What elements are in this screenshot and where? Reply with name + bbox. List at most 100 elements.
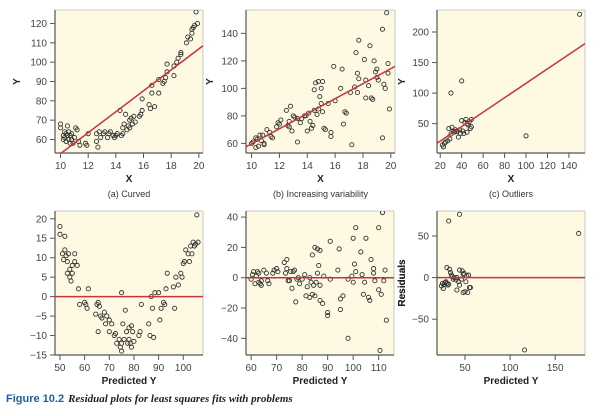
data-point [275, 269, 281, 275]
data-point [354, 89, 360, 96]
data-point [312, 293, 318, 299]
y-tick-label: −5 [36, 312, 48, 323]
data-point [131, 113, 137, 119]
x-tick-label: 70 [271, 363, 283, 374]
y-tick-label: −10 [30, 331, 47, 342]
data-point [178, 51, 184, 57]
data-point [457, 267, 463, 273]
data-point [69, 270, 75, 276]
y-tick-label: −20 [221, 304, 238, 315]
plot-area [55, 211, 203, 355]
data-point [98, 134, 104, 141]
x-tick-label: 20 [385, 161, 397, 172]
data-point [101, 309, 107, 315]
y-tick-label: 5 [41, 273, 47, 284]
data-point [335, 267, 341, 273]
x-tick-label: 100 [175, 363, 192, 374]
data-point [317, 94, 323, 100]
y-axis-label: Y [12, 78, 23, 85]
x-tick-label: 40 [456, 161, 468, 172]
plot-marks [55, 212, 203, 354]
data-point [576, 230, 582, 237]
data-point [342, 109, 348, 115]
data-point [311, 87, 317, 93]
data-point [308, 279, 314, 285]
plot-marks [437, 211, 585, 353]
data-point [147, 106, 153, 112]
data-point [186, 259, 192, 265]
data-point [261, 142, 267, 148]
data-point [103, 321, 109, 327]
x-tick-label: 10 [55, 161, 67, 172]
data-point [304, 284, 310, 290]
data-point [293, 299, 299, 305]
data-point [278, 117, 284, 123]
data-point [340, 293, 346, 299]
chart-panel-b: 10 12 14 16 18 20 60 80 100 120 140 X Y (b) Increasin… [205, 9, 397, 199]
data-point [286, 124, 292, 130]
data-point [189, 251, 195, 257]
data-point [156, 290, 162, 296]
data-point [446, 218, 452, 224]
data-point [69, 262, 75, 269]
data-point [446, 126, 452, 132]
y-tick-label: 150 [412, 58, 429, 69]
data-point [131, 338, 137, 344]
data-point [461, 130, 467, 136]
data-point [316, 263, 322, 269]
data-point [331, 63, 337, 69]
data-point [377, 347, 383, 354]
data-point [345, 335, 351, 341]
data-point [289, 285, 295, 291]
data-point [313, 80, 319, 86]
data-point [261, 267, 267, 273]
data-point [175, 55, 181, 61]
data-point [447, 136, 453, 142]
y-tick-label: 110 [31, 38, 47, 49]
data-point [320, 78, 326, 85]
data-point [195, 239, 201, 245]
data-point [72, 251, 78, 257]
data-point [368, 95, 374, 101]
plot-marks [437, 11, 585, 150]
data-point [116, 336, 122, 342]
data-point [264, 127, 270, 133]
data-point [455, 134, 461, 140]
data-point [349, 142, 355, 148]
data-point [156, 90, 162, 96]
data-point [265, 278, 271, 284]
data-point [132, 119, 138, 125]
data-point [350, 279, 356, 285]
data-point [138, 301, 144, 307]
data-point [304, 128, 310, 134]
y-tick-label: −15 [30, 351, 47, 362]
data-point [367, 297, 373, 303]
data-point [188, 36, 194, 42]
data-point [74, 127, 80, 133]
data-point [284, 256, 290, 263]
data-point [371, 270, 377, 276]
data-point [384, 10, 390, 16]
y-axis-label: Residuals [397, 259, 408, 307]
data-point [158, 305, 164, 311]
data-point [139, 107, 145, 114]
data-point [292, 114, 298, 120]
data-point [57, 231, 63, 237]
y-tick-label: 20 [36, 214, 48, 225]
data-point [314, 111, 320, 118]
y-tick-label: 10 [36, 253, 48, 264]
data-point [175, 282, 181, 288]
y-axis-label: Residuals [397, 259, 408, 307]
y-tick-label: 140 [221, 29, 238, 40]
data-point [302, 272, 308, 278]
data-point [317, 282, 323, 288]
x-tick-label: 20 [435, 161, 447, 172]
data-point [307, 294, 313, 300]
data-point [372, 278, 378, 284]
data-point [67, 266, 73, 272]
x-tick-label: 60 [79, 363, 91, 374]
y-tick-label: −50 [412, 315, 429, 326]
data-point [75, 286, 81, 292]
data-point [313, 279, 319, 285]
x-tick-label: 60 [246, 363, 258, 374]
